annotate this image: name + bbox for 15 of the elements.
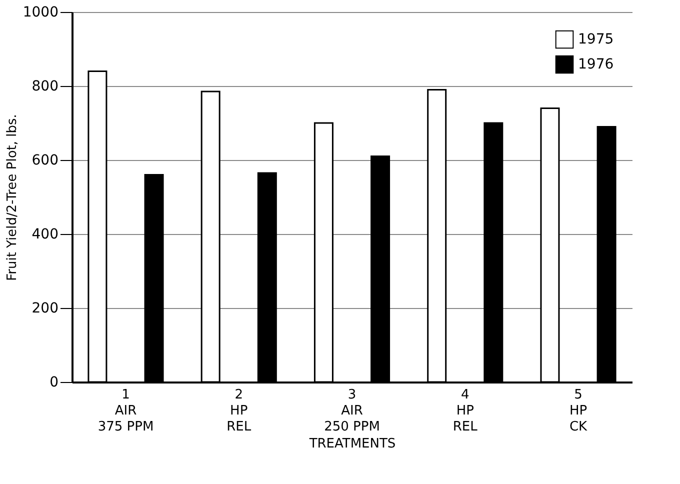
y-tick-label: 600: [32, 152, 58, 168]
y-tick-label: 0: [50, 374, 58, 390]
y-tick-label: 400: [32, 226, 58, 242]
legend-label: 1976: [578, 56, 614, 72]
x-tick-label: 1 AIR 375 PPM: [98, 388, 154, 434]
x-tick-label: 4 HP REL: [452, 388, 478, 434]
y-axis-title: Fruit Yield/2-Tree Plot, lbs.: [4, 114, 20, 281]
y-tick-label: 800: [32, 78, 58, 94]
legend-label: 1975: [578, 32, 614, 48]
x-tick-label: 5 HP CK: [569, 388, 588, 434]
y-tick-label: 1000: [22, 4, 58, 20]
x-axis-title: TREATMENTS: [308, 436, 396, 452]
y-tick-label: 200: [32, 300, 58, 316]
x-tick-label: 2 HP REL: [226, 388, 252, 434]
x-tick-label: 3 AIR 250 PPM: [324, 388, 380, 434]
